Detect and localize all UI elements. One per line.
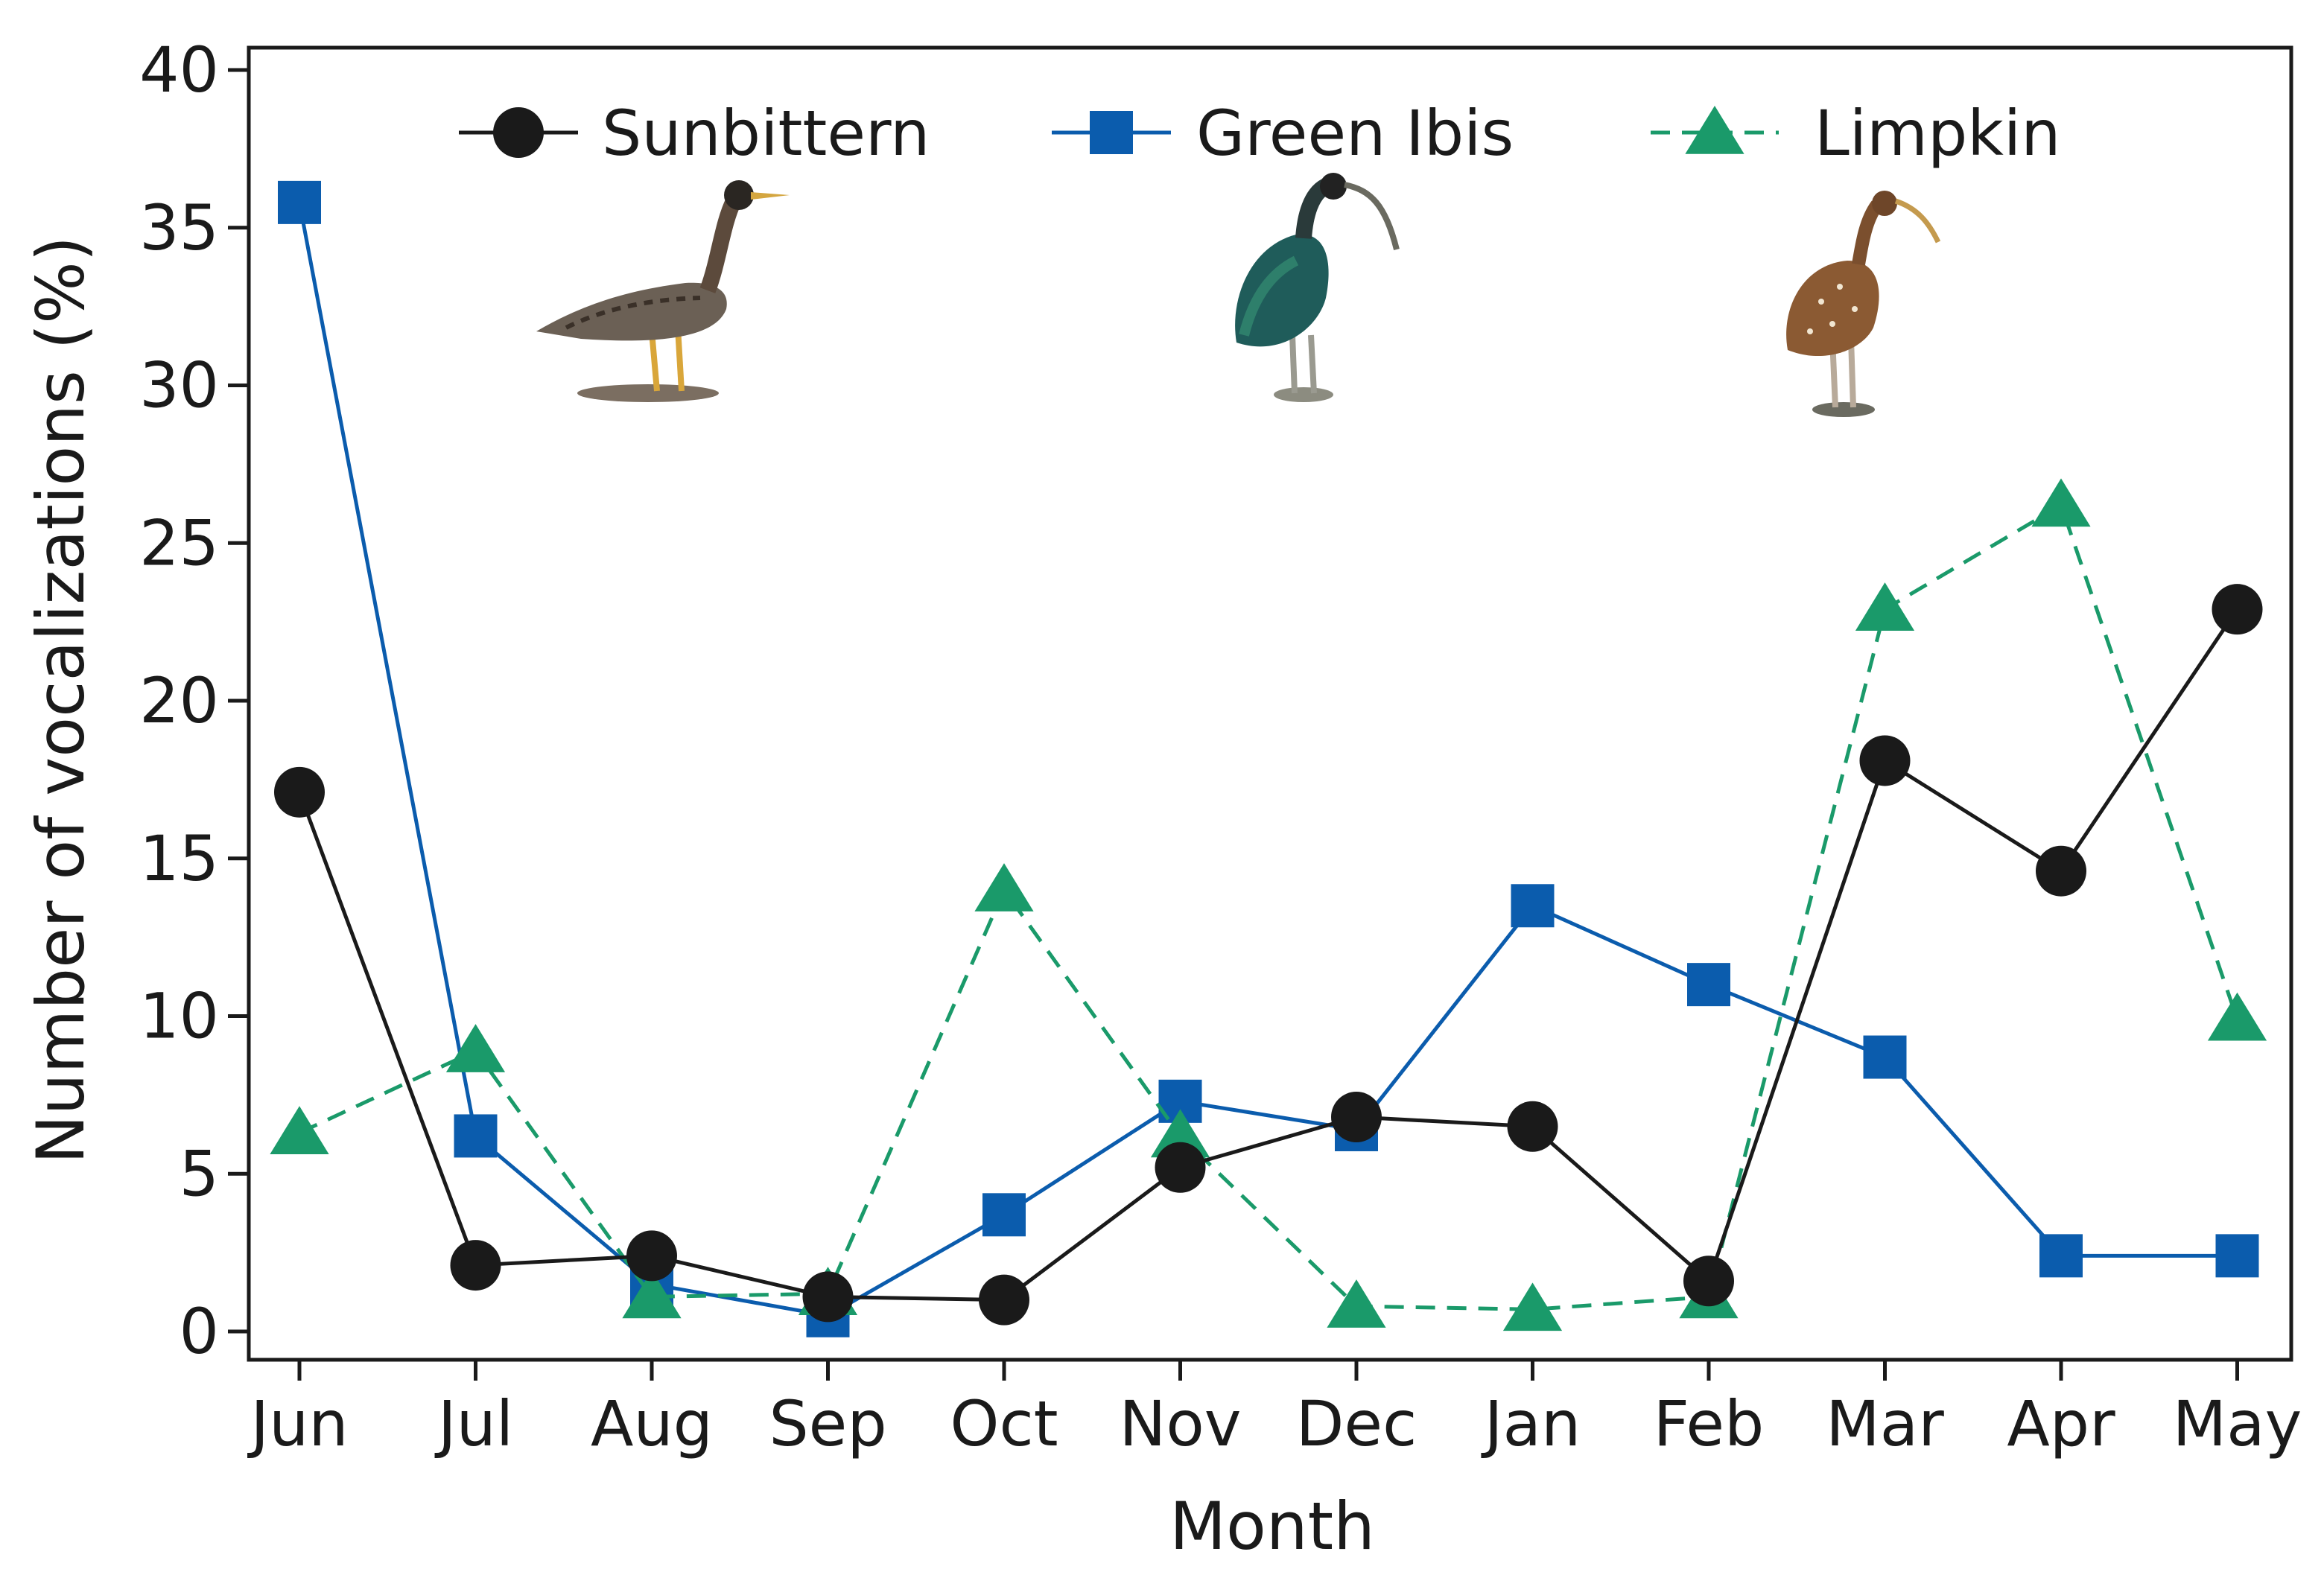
legend-item-limpkin: Limpkin	[1651, 97, 2061, 170]
sunbittern-point-aug	[626, 1230, 677, 1282]
limpkin-point-mar	[1855, 582, 1915, 631]
sunbittern-point-apr	[2036, 845, 2086, 897]
y-tick-label-10: 10	[139, 980, 219, 1053]
y-tick-label-30: 30	[139, 349, 219, 422]
x-tick-label-jan: Jan	[1481, 1387, 1581, 1460]
green-ibis-line	[297, 202, 2238, 1318]
x-axis-title: Month	[1169, 1488, 1375, 1565]
green-ibis-illustration	[1235, 173, 1400, 402]
y-axis-title: Number of vocalizations (%)	[22, 236, 99, 1164]
y-tick-label-25: 25	[139, 506, 219, 579]
x-tick-label-jul: Jul	[434, 1387, 513, 1460]
x-tick-label-feb: Feb	[1654, 1387, 1765, 1460]
sunbittern-point-sep	[802, 1271, 854, 1323]
x-tick-label-oct: Oct	[950, 1387, 1058, 1460]
legend-item-green-ibis: Green Ibis	[1052, 97, 1514, 170]
legend-label-limpkin: Limpkin	[1815, 97, 2061, 170]
sunbittern-point-jan	[1507, 1101, 1558, 1152]
sunbittern-illustration	[536, 180, 790, 402]
limpkin-point-dec	[1327, 1279, 1386, 1328]
green-ibis-point-feb	[1687, 963, 1730, 1007]
x-tick-label-may: May	[2173, 1387, 2302, 1460]
sunbittern-point-jul	[450, 1240, 501, 1291]
y-tick-label-20: 20	[139, 664, 219, 737]
limpkin-point-may	[2207, 992, 2267, 1041]
x-tick-label-sep: Sep	[769, 1387, 886, 1460]
green-ibis-point-jan	[1511, 884, 1555, 928]
sunbittern-point-jun	[274, 766, 325, 818]
limpkin-line	[298, 503, 2239, 1311]
y-tick-label-5: 5	[180, 1137, 219, 1210]
green-ibis-point-may	[2215, 1234, 2259, 1278]
green-ibis-point-jul	[454, 1114, 498, 1158]
limpkin-point-apr	[2031, 478, 2091, 527]
legend-label-sunbittern: Sunbittern	[602, 97, 930, 170]
limpkin-point-oct	[974, 863, 1034, 911]
limpkin-point-aug	[622, 1270, 682, 1319]
x-tick-label-jun: Jun	[247, 1387, 348, 1460]
x-tick-label-aug: Aug	[591, 1387, 713, 1460]
x-tick-label-mar: Mar	[1826, 1387, 1944, 1460]
x-axis: Jun Jul Aug Sep Oct Nov Dec Jan Feb Mar Apr May	[247, 1360, 2302, 1460]
sunbittern-point-oct	[979, 1274, 1029, 1326]
limpkin-point-jul	[445, 1024, 506, 1072]
sunbittern-point-feb	[1683, 1256, 1734, 1307]
legend-label-green-ibis: Green Ibis	[1196, 97, 1514, 170]
green-ibis-point-mar	[1863, 1035, 1907, 1079]
green-ibis-point-apr	[2039, 1234, 2083, 1278]
legend-item-sunbittern: Sunbittern	[459, 97, 930, 170]
green-ibis-point-jun	[278, 180, 321, 224]
y-tick-label-0: 0	[180, 1295, 219, 1368]
legend-marker-sunbittern	[493, 107, 544, 158]
sunbittern-line	[297, 608, 2239, 1302]
y-tick-label-35: 35	[139, 191, 219, 264]
sunbittern-point-may	[2212, 584, 2263, 635]
x-tick-label-nov: Nov	[1120, 1387, 1242, 1460]
series-layer	[270, 180, 2267, 1337]
series-green-ibis	[278, 180, 2259, 1337]
legend-marker-limpkin	[1685, 106, 1744, 154]
series-sunbittern	[274, 584, 2263, 1326]
sunbittern-point-mar	[1859, 735, 1911, 786]
y-axis: 0 5 10 15 20 25 30 35 40	[139, 34, 249, 1368]
sunbittern-point-dec	[1331, 1092, 1382, 1143]
limpkin-point-jun	[270, 1106, 329, 1154]
y-tick-label-40: 40	[139, 34, 219, 106]
plot-frame	[247, 45, 2293, 1362]
x-tick-label-apr: Apr	[2007, 1387, 2115, 1460]
sunbittern-point-nov	[1155, 1142, 1206, 1193]
series-limpkin	[270, 478, 2267, 1331]
legend: Sunbittern Green Ibis Limpkin	[459, 97, 2061, 170]
x-tick-label-dec: Dec	[1296, 1387, 1417, 1460]
green-ibis-point-oct	[982, 1193, 1026, 1237]
legend-marker-green-ibis	[1090, 111, 1133, 154]
limpkin-illustration	[1786, 191, 1941, 417]
limpkin-point-jan	[1502, 1282, 1563, 1331]
y-tick-label-15: 15	[139, 822, 219, 895]
limpkin-point-nov	[1150, 1109, 1210, 1158]
